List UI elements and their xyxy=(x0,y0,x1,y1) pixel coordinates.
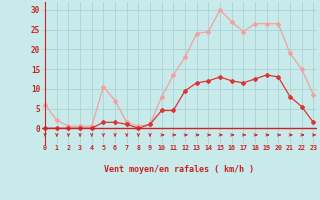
X-axis label: Vent moyen/en rafales ( km/h ): Vent moyen/en rafales ( km/h ) xyxy=(104,165,254,174)
